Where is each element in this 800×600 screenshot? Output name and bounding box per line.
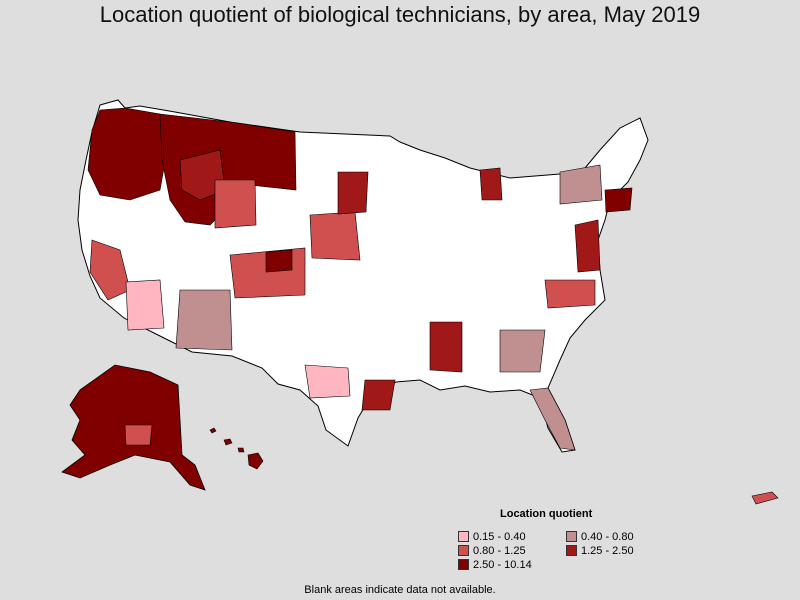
region-ca-central [89,239,131,301]
legend-item: 2.50 - 10.14 [458,558,566,571]
region-va [544,279,596,309]
region-co-high [265,249,293,273]
legend-label: 0.80 - 1.25 [473,544,526,557]
legend-title: Location quotient [500,508,593,520]
legend-swatch [566,545,577,556]
map-title: Location quotient of biological technici… [99,2,701,27]
hawaii [209,427,264,470]
legend-item: 1.25 - 2.50 [566,544,656,557]
region-az [125,279,165,331]
region-tx-east [304,364,351,399]
region-wy [214,179,257,229]
region-mi [479,167,503,201]
region-wa-or [87,107,169,201]
region-ny [559,164,603,205]
region-mt-east [179,149,226,201]
legend-item: 0.15 - 0.40 [458,530,566,543]
region-ma [604,187,633,213]
puerto-rico [751,491,779,505]
region-nm [175,289,233,351]
region-tx-gulf [361,379,396,411]
legend-item: 0.80 - 1.25 [458,544,566,557]
region-fl [529,387,576,451]
legend-label: 1.25 - 2.50 [581,544,634,557]
alaska-region [124,424,153,446]
legend-label: 0.40 - 0.80 [581,530,634,543]
legend-label: 2.50 - 10.14 [473,558,532,571]
region-ga-sc [499,329,546,373]
legend-swatch [458,559,469,570]
legend-label: 0.15 - 0.40 [473,530,526,543]
region-mid-atlantic [574,219,601,273]
legend-swatch [566,531,577,542]
legend-item: 0.40 - 0.80 [566,530,656,543]
footnote: Blank areas indicate data not available. [304,584,496,596]
legend: Location quotient 0.15 - 0.40 0.40 - 0.8… [458,508,658,571]
legend-swatch [458,545,469,556]
region-sd [337,171,369,215]
legend-swatch [458,531,469,542]
region-ne [309,211,361,261]
region-ms [429,321,463,373]
